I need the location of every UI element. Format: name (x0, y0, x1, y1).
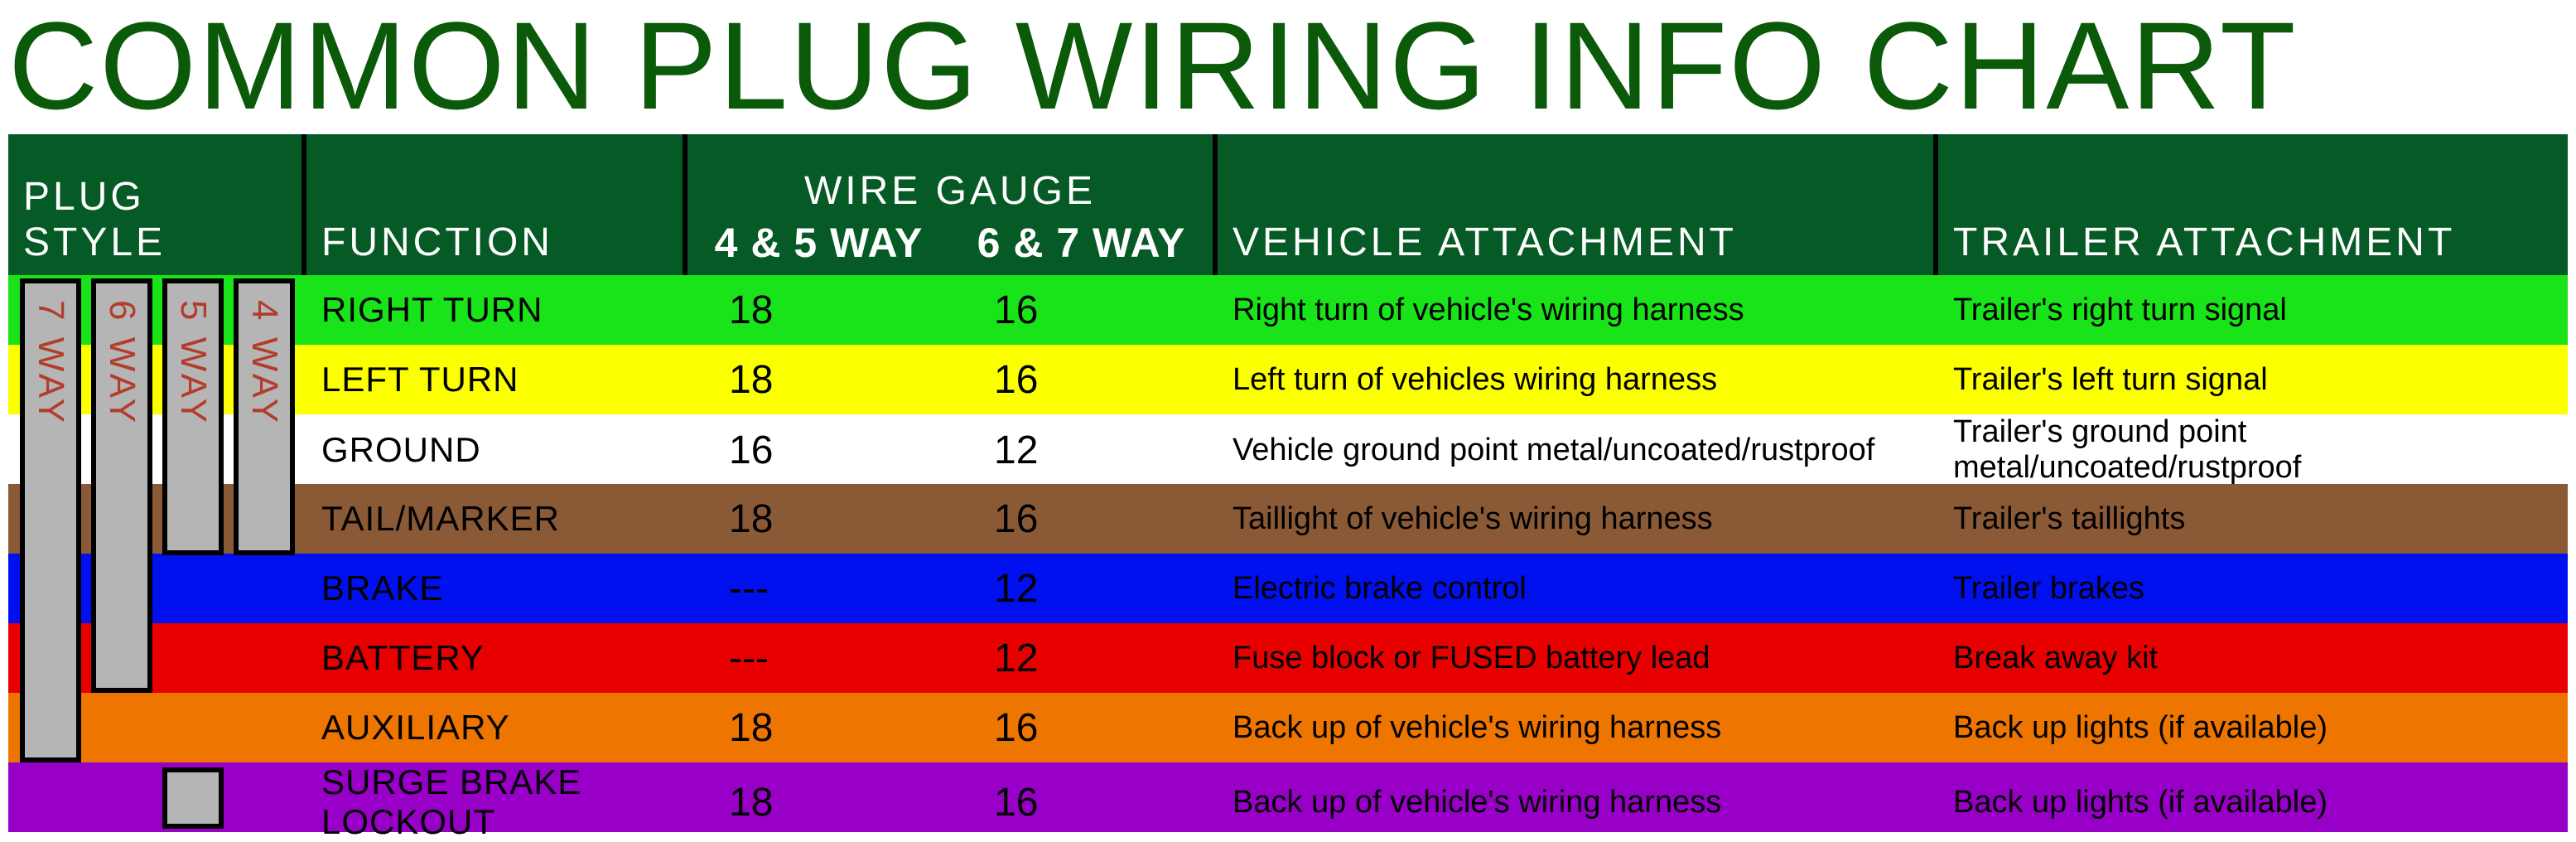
table-row: BRAKE---12Electric brake controlTrailer … (8, 554, 2568, 623)
table-body: RIGHT TURN1816Right turn of vehicle's wi… (8, 275, 2568, 832)
cell-trailer: Break away kit (1938, 641, 2568, 676)
cell-function: RIGHT TURN (306, 290, 687, 330)
cell-vehicle: Back up of vehicle's wiring harness (1218, 785, 1938, 820)
cell-function: BATTERY (306, 638, 687, 678)
cell-gauge-45: 18 (687, 357, 953, 403)
cell-vehicle: Right turn of vehicle's wiring harness (1218, 293, 1938, 328)
col-plug-style: PLUG STYLE (8, 134, 306, 275)
cell-vehicle: Back up of vehicle's wiring harness (1218, 710, 1938, 746)
col-67way: 6 & 7 WAY (950, 219, 1213, 275)
cell-function: TAIL/MARKER (306, 499, 687, 539)
cell-gauge-67: 12 (953, 566, 1218, 612)
cell-gauge-67: 16 (953, 705, 1218, 751)
cell-vehicle: Fuse block or FUSED battery lead (1218, 641, 1938, 676)
col-trailer: TRAILER ATTACHMENT (1938, 134, 2568, 275)
cell-function: SURGE BRAKE LOCKOUT (306, 762, 687, 842)
cell-gauge-45: 18 (687, 496, 953, 542)
cell-gauge-45: 18 (687, 705, 953, 751)
table-row: GROUND1612Vehicle ground point metal/unc… (8, 414, 2568, 484)
table-row: AUXILIARY1816Back up of vehicle's wiring… (8, 693, 2568, 762)
plug-style-bar: 4 WAY (234, 278, 295, 555)
table-row: SURGE BRAKE LOCKOUT1816Back up of vehicl… (8, 762, 2568, 832)
cell-gauge-67: 16 (953, 288, 1218, 333)
table-header: PLUG STYLE FUNCTION WIRE GAUGE 4 & 5 WAY… (8, 134, 2568, 275)
cell-vehicle: Vehicle ground point metal/uncoated/rust… (1218, 433, 1938, 468)
plug-style-label: 4 WAY (244, 300, 285, 426)
cell-trailer: Trailer's right turn signal (1938, 293, 2568, 328)
cell-function: GROUND (306, 430, 687, 470)
plug-style-bar: 6 WAY (91, 278, 152, 693)
cell-trailer: Trailer brakes (1938, 571, 2568, 607)
page-title: COMMON PLUG WIRING INFO CHART (0, 0, 2576, 128)
col-vehicle: VEHICLE ATTACHMENT (1218, 134, 1938, 275)
plug-style-label: 6 WAY (101, 300, 142, 426)
cell-function: AUXILIARY (306, 708, 687, 748)
col-function: FUNCTION (306, 134, 687, 275)
wire-gauge-label: WIRE GAUGE (687, 168, 1213, 219)
table-row: RIGHT TURN1816Right turn of vehicle's wi… (8, 275, 2568, 345)
cell-gauge-45: 18 (687, 288, 953, 333)
cell-gauge-67: 16 (953, 357, 1218, 403)
surge-lockout-box (162, 767, 224, 829)
cell-function: BRAKE (306, 569, 687, 608)
cell-gauge-67: 16 (953, 780, 1218, 825)
plug-style-bar: 7 WAY (20, 278, 81, 762)
table-row: BATTERY---12Fuse block or FUSED battery … (8, 623, 2568, 693)
cell-vehicle: Taillight of vehicle's wiring harness (1218, 501, 1938, 537)
cell-gauge-45: 16 (687, 428, 953, 473)
cell-vehicle: Electric brake control (1218, 571, 1938, 607)
cell-trailer: Trailer's left turn signal (1938, 362, 2568, 398)
cell-trailer: Back up lights (if available) (1938, 710, 2568, 746)
col-wire-gauge: WIRE GAUGE 4 & 5 WAY 6 & 7 WAY (687, 134, 1218, 275)
cell-function: LEFT TURN (306, 360, 687, 399)
col-45way: 4 & 5 WAY (687, 219, 950, 275)
cell-gauge-67: 12 (953, 636, 1218, 681)
plug-style-label: 7 WAY (30, 300, 71, 426)
cell-trailer: Trailer's ground point metal/uncoated/ru… (1938, 414, 2568, 486)
cell-gauge-45: 18 (687, 780, 953, 825)
table-row: LEFT TURN1816Left turn of vehicles wirin… (8, 345, 2568, 414)
wiring-chart: PLUG STYLE FUNCTION WIRE GAUGE 4 & 5 WAY… (8, 134, 2568, 832)
cell-trailer: Trailer's taillights (1938, 501, 2568, 537)
plug-style-bar: 5 WAY (162, 278, 224, 555)
cell-gauge-45: --- (687, 636, 953, 681)
cell-vehicle: Left turn of vehicles wiring harness (1218, 362, 1938, 398)
cell-trailer: Back up lights (if available) (1938, 785, 2568, 820)
cell-gauge-67: 12 (953, 428, 1218, 473)
cell-gauge-45: --- (687, 566, 953, 612)
table-row: TAIL/MARKER1816Taillight of vehicle's wi… (8, 484, 2568, 554)
plug-style-label: 5 WAY (172, 300, 214, 426)
cell-gauge-67: 16 (953, 496, 1218, 542)
